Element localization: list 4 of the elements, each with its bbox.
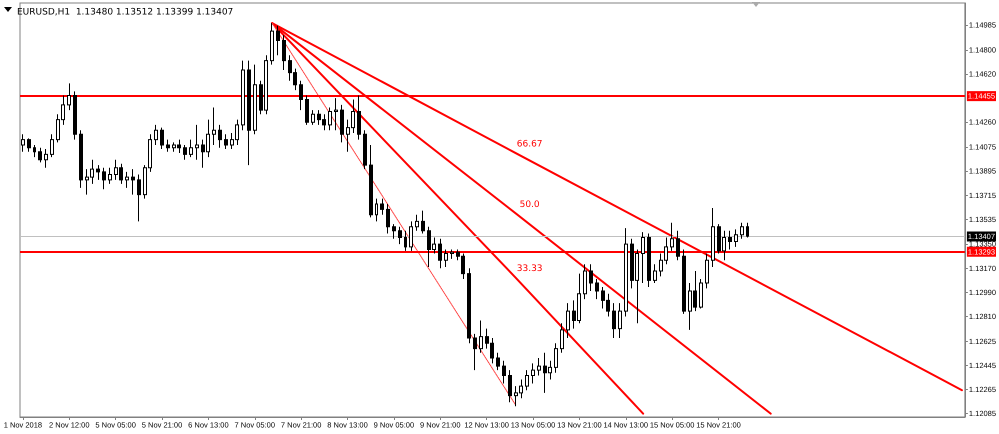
series-label: 50.0 bbox=[520, 200, 540, 210]
chart-title: EURUSD,H1 1.13480 1.13512 1.13399 1.13407 bbox=[17, 8, 234, 18]
series-label: 33.33 bbox=[516, 264, 543, 274]
series-label: 66.67 bbox=[516, 140, 543, 150]
